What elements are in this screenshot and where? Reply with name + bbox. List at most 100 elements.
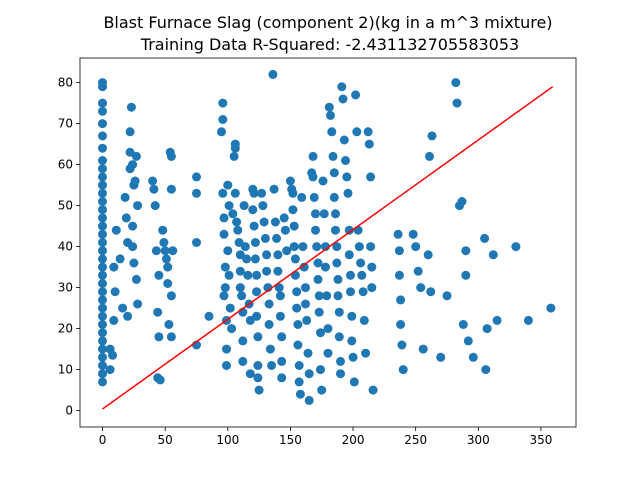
data-point (98, 279, 107, 288)
data-point (158, 225, 168, 235)
data-point (408, 229, 418, 239)
data-point (418, 344, 428, 354)
data-point (292, 303, 302, 313)
data-point (98, 143, 107, 153)
data-point (98, 336, 107, 346)
y-tick-label: 10 (58, 363, 73, 377)
x-tick-label: 350 (529, 433, 552, 447)
data-point (308, 151, 318, 161)
data-point (225, 303, 235, 313)
data-point (344, 225, 354, 235)
data-point (331, 225, 340, 235)
data-point (230, 188, 240, 198)
data-point (248, 205, 258, 215)
data-point (98, 221, 107, 231)
data-point (264, 320, 274, 329)
data-point (324, 102, 334, 112)
data-point (192, 172, 201, 182)
data-point (219, 291, 229, 301)
data-point (98, 82, 107, 92)
data-point (341, 156, 350, 165)
data-point (316, 365, 325, 375)
y-tick-label: 50 (58, 199, 73, 213)
data-point (293, 320, 303, 329)
data-point (218, 115, 228, 124)
data-point (240, 242, 250, 252)
data-point (327, 127, 337, 137)
data-point (128, 221, 138, 231)
data-point (314, 307, 324, 317)
data-point (120, 192, 130, 202)
data-point (366, 172, 376, 182)
data-point (275, 291, 285, 301)
data-point (546, 303, 556, 313)
data-point (458, 320, 468, 329)
data-point (98, 320, 107, 329)
y-tick-label: 80 (58, 76, 73, 90)
x-tick-label: 300 (467, 433, 490, 447)
data-point (331, 209, 340, 219)
chart-subtitle: Training Data R-Squared: -2.431132705583… (140, 35, 519, 54)
data-point (223, 180, 233, 190)
data-point (311, 225, 320, 235)
data-point (222, 361, 231, 370)
data-point (222, 344, 231, 354)
data-point (279, 213, 289, 223)
data-point (253, 373, 263, 383)
data-point (115, 254, 125, 264)
data-point (297, 192, 307, 202)
data-point (336, 356, 345, 366)
data-point (321, 262, 330, 272)
data-point (98, 180, 107, 190)
data-point (98, 377, 107, 387)
data-point (317, 385, 327, 395)
data-point (98, 205, 107, 215)
data-point (364, 139, 374, 149)
data-point (492, 315, 502, 325)
data-point (262, 266, 272, 276)
data-point (289, 242, 299, 252)
data-point (230, 139, 240, 149)
data-point (312, 242, 322, 252)
data-point (155, 375, 165, 385)
data-point (396, 320, 406, 329)
data-point (217, 127, 226, 137)
data-point (242, 254, 252, 264)
data-point (108, 350, 118, 360)
data-point (270, 217, 280, 227)
data-point (98, 119, 107, 129)
data-point (98, 344, 107, 354)
y-axis-ticks: 0 10 20 30 40 50 60 70 80 (58, 76, 80, 418)
data-point (394, 270, 404, 280)
data-point (342, 172, 352, 182)
data-point (368, 385, 378, 395)
data-point (126, 102, 136, 112)
data-point (111, 225, 121, 235)
data-point (353, 225, 363, 235)
data-point (338, 94, 348, 104)
data-point (239, 201, 249, 211)
data-point (224, 270, 234, 280)
data-point (128, 242, 138, 252)
data-point (98, 369, 107, 379)
data-point (277, 356, 287, 366)
data-point (329, 168, 339, 178)
data-point (235, 283, 245, 293)
y-tick-label: 30 (58, 281, 73, 295)
data-point (288, 205, 298, 215)
data-point (269, 184, 279, 194)
data-point (273, 250, 283, 260)
data-point (425, 151, 434, 161)
data-point (220, 262, 230, 272)
data-point (292, 287, 302, 297)
data-point (354, 242, 364, 252)
data-point (347, 311, 357, 321)
data-point (319, 209, 329, 219)
data-point (299, 262, 309, 272)
data-point (98, 156, 107, 165)
data-point (264, 299, 274, 309)
data-point (131, 274, 141, 284)
data-point (411, 242, 421, 252)
y-tick-label: 60 (58, 158, 73, 172)
